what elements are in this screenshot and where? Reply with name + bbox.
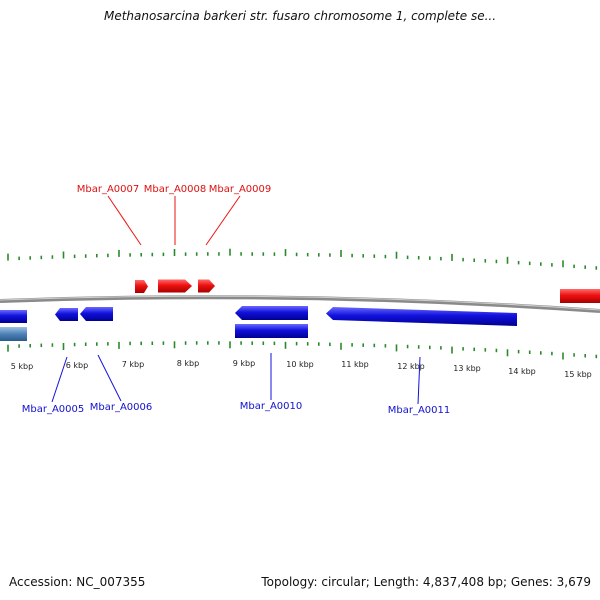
reverse-gene-labels: Mbar_A0005 Mbar_A0006 Mbar_A0010 Mbar_A0…: [22, 401, 451, 416]
scale-label-8kbp: 8 kbp: [177, 359, 199, 368]
gene-block-mbar-a0010-lower[interactable]: [235, 324, 308, 338]
map-title: Methanosarcina barkeri str. fusaro chrom…: [103, 9, 497, 23]
gene-arrow-mbar-a0010[interactable]: [235, 306, 308, 320]
gene-arrow-mbar-a0005[interactable]: [55, 308, 78, 321]
reverse-label-leaders: [51, 353, 421, 405]
gene-label-mbar-a0008[interactable]: Mbar_A0008: [144, 184, 207, 195]
gene-label-mbar-a0010[interactable]: Mbar_A0010: [240, 401, 303, 412]
scale-label-14kbp: 14 kbp: [508, 367, 536, 376]
gene-label-mbar-a0007[interactable]: Mbar_A0007: [77, 184, 140, 195]
scale-labels: 5 kbp 6 kbp 7 kbp 8 kbp 9 kbp 10 kbp 11 …: [11, 359, 592, 379]
forward-label-leaders: [107, 195, 241, 246]
gene-arrow-mbar-a0009[interactable]: [198, 279, 215, 293]
gene-block-right-edge[interactable]: [560, 289, 600, 303]
gene-label-mbar-a0011[interactable]: Mbar_A0011: [388, 405, 451, 416]
genome-summary-text: Topology: circular; Length: 4,837,408 bp…: [261, 575, 591, 589]
gene-arrow-mbar-a0008[interactable]: [158, 279, 192, 293]
gene-label-mbar-a0009[interactable]: Mbar_A0009: [209, 184, 272, 195]
gene-arrow-mbar-a0011[interactable]: [326, 307, 517, 326]
gene-arrow-mbar-a0006[interactable]: [80, 307, 113, 321]
scale-label-6kbp: 6 kbp: [66, 361, 88, 370]
accession-text: Accession: NC_007355: [9, 575, 146, 589]
gene-label-mbar-a0005[interactable]: Mbar_A0005: [22, 404, 85, 415]
chromosome-backbone: [0, 295, 600, 313]
forward-gene-labels: Mbar_A0007 Mbar_A0008 Mbar_A0009: [77, 184, 272, 195]
scale-label-7kbp: 7 kbp: [122, 360, 144, 369]
outer-tick-row: [7, 248, 598, 270]
gene-arrow-mbar-a0007[interactable]: [135, 280, 148, 293]
gene-block-left-edge-lower[interactable]: [0, 327, 27, 341]
gene-label-mbar-a0006[interactable]: Mbar_A0006: [90, 402, 153, 413]
scale-label-15kbp: 15 kbp: [564, 370, 592, 379]
scale-label-12kbp: 12 kbp: [397, 362, 425, 371]
inner-tick-row: [7, 341, 598, 360]
scale-label-9kbp: 9 kbp: [233, 359, 255, 368]
scale-label-11kbp: 11 kbp: [341, 360, 369, 369]
scale-label-10kbp: 10 kbp: [286, 360, 314, 369]
scale-label-5kbp: 5 kbp: [11, 362, 33, 371]
gene-block-left-edge[interactable]: [0, 310, 27, 323]
scale-label-13kbp: 13 kbp: [453, 364, 481, 373]
chromosome-backbone-highlight: [0, 295, 600, 311]
